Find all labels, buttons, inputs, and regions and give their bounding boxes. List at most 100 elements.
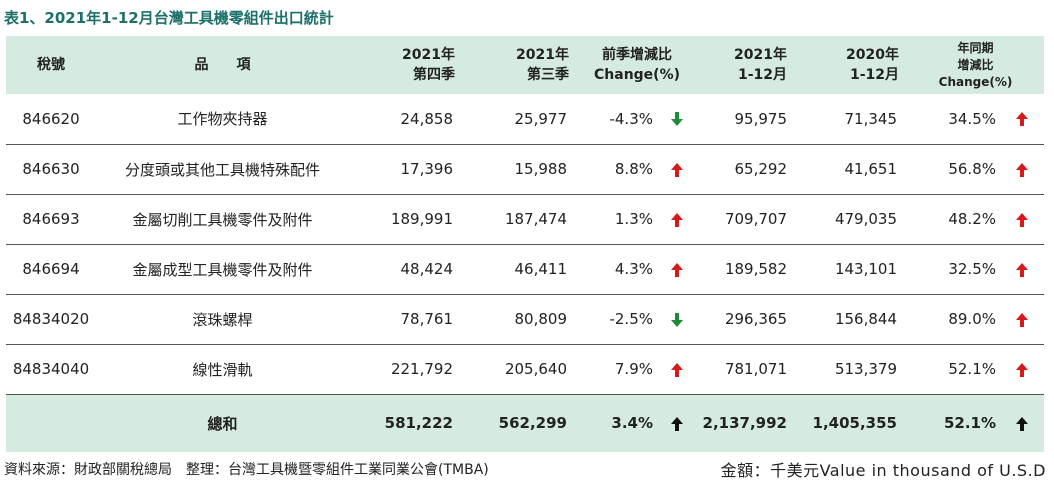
yoy-arrow-cell bbox=[1000, 294, 1044, 344]
table-row: 846694 金屬成型工具機零件及附件 48,424 46,411 4.3% 189,58… bbox=[6, 244, 1044, 294]
header-q4-2021: 2021年 第四季 bbox=[402, 47, 455, 83]
q3-value-cell: 205,640 bbox=[504, 360, 567, 378]
year-2020-value-cell: 41,651 bbox=[844, 160, 898, 178]
q3-value-cell: 187,474 bbox=[504, 210, 567, 228]
yoy-arrow-cell bbox=[1000, 144, 1044, 194]
q4-value-cell: 24,858 bbox=[400, 109, 454, 128]
source-note: 資料來源：財政部關稅總局 整理：台灣工具機暨零組件工業同業公會(TMBA) bbox=[4, 462, 489, 478]
header-code: 稅號 bbox=[37, 57, 65, 73]
yoy-arrow-cell bbox=[1000, 94, 1044, 144]
total-2021-cell: 2,137,992 bbox=[702, 414, 787, 433]
table-title: 表1、2021年1-12月台灣工具機零組件出口統計 bbox=[4, 9, 334, 27]
year-2020-value-cell: 143,101 bbox=[834, 260, 897, 278]
year-2020-value-cell: 513,379 bbox=[834, 360, 897, 378]
yoy-arrow-cell bbox=[1000, 244, 1044, 294]
table-row: 846693 金屬切削工具機零件及附件 189,991 187,474 1.3% 709,… bbox=[6, 194, 1044, 244]
qoq-change-cell: 7.9% bbox=[614, 360, 653, 378]
year-2021-value-cell: 189,582 bbox=[724, 260, 787, 278]
year-2021-value-cell: 781,071 bbox=[724, 360, 787, 378]
total-label-cell: 總和 bbox=[207, 414, 238, 433]
yoy-change-cell: 48.2% bbox=[948, 210, 996, 228]
total-yoy-cell: 52.1% bbox=[943, 414, 996, 433]
year-2021-value-cell: 709,707 bbox=[724, 210, 787, 228]
total-q4-cell: 581,222 bbox=[384, 414, 453, 433]
tariff-code-cell: 84834040 bbox=[12, 360, 90, 378]
year-2021-value-cell: 65,292 bbox=[734, 160, 788, 178]
item-name-cell: 金屬成型工具機零件及附件 bbox=[132, 260, 313, 279]
qoq-arrow-cell bbox=[657, 94, 697, 144]
arrow-up-icon bbox=[671, 362, 683, 377]
header-yoy-change: 年同期 增減比 Change(%) bbox=[938, 40, 1013, 89]
total-row: 總和 581,222 562,299 3.4% 2,137,992 1,405,355 52… bbox=[6, 394, 1044, 452]
yoy-change-cell: 34.5% bbox=[948, 109, 996, 128]
qoq-change-cell: 8.8% bbox=[614, 160, 653, 178]
q4-value-cell: 221,792 bbox=[390, 360, 453, 378]
item-name-cell: 工作物夾持器 bbox=[177, 110, 268, 129]
yoy-change-cell: 89.0% bbox=[948, 310, 996, 328]
arrow-up-icon bbox=[1016, 416, 1028, 431]
q4-value-cell: 48,424 bbox=[400, 260, 454, 278]
year-2021-value-cell: 296,365 bbox=[724, 310, 787, 328]
arrow-up-icon bbox=[671, 416, 683, 431]
qoq-arrow-cell bbox=[657, 194, 697, 244]
header-qoq-change: 前季增減比 Change(%) bbox=[594, 47, 680, 83]
qoq-change-cell: 1.3% bbox=[614, 210, 653, 228]
q3-value-cell: 15,988 bbox=[514, 160, 568, 178]
q3-value-cell: 46,411 bbox=[514, 260, 568, 278]
arrow-up-icon bbox=[671, 212, 683, 227]
q4-value-cell: 17,396 bbox=[400, 160, 454, 178]
header-row: 稅號 品 項 2021年 第四季 2021年 第三季 前季增減比 Change(%) … bbox=[6, 36, 1044, 94]
header-q3-2021: 2021年 第三季 bbox=[516, 47, 569, 83]
year-2020-value-cell: 479,035 bbox=[834, 210, 897, 228]
arrow-up-icon bbox=[1016, 262, 1028, 277]
item-name-cell: 分度頭或其他工具機特殊配件 bbox=[124, 160, 320, 179]
table-row: 846620 工作物夾持器 24,858 25,977 -4.3% 95,975 71,34… bbox=[6, 94, 1044, 144]
qoq-change-cell: 4.3% bbox=[614, 260, 653, 278]
yoy-arrow-cell bbox=[1000, 194, 1044, 244]
year-2020-value-cell: 156,844 bbox=[834, 310, 897, 328]
q3-value-cell: 25,977 bbox=[514, 109, 568, 128]
header-2020-full-year: 2020年 1-12月 bbox=[846, 47, 899, 83]
arrow-up-icon bbox=[1016, 312, 1028, 327]
arrow-down-icon bbox=[671, 112, 683, 127]
table-row: 84834020 滾珠螺桿 78,761 80,809 -2.5% 296,365 156,… bbox=[6, 294, 1044, 344]
q4-value-cell: 189,991 bbox=[390, 210, 453, 228]
yoy-change-cell: 52.1% bbox=[948, 360, 996, 378]
year-2020-value-cell: 71,345 bbox=[844, 109, 898, 128]
item-name-cell: 線性滑軌 bbox=[192, 360, 253, 379]
qoq-change-cell: -2.5% bbox=[609, 310, 653, 328]
tariff-code-cell: 846694 bbox=[22, 260, 80, 278]
tariff-code-cell: 84834020 bbox=[12, 310, 90, 328]
arrow-up-icon bbox=[671, 262, 683, 277]
arrow-up-icon bbox=[671, 162, 683, 177]
tariff-code-cell: 846693 bbox=[22, 210, 80, 228]
year-2021-value-cell: 95,975 bbox=[734, 109, 788, 128]
arrow-down-icon bbox=[671, 312, 683, 327]
q3-value-cell: 80,809 bbox=[514, 310, 568, 328]
total-2020-cell: 1,405,355 bbox=[812, 414, 897, 433]
qoq-arrow-cell bbox=[657, 144, 697, 194]
yoy-change-cell: 56.8% bbox=[948, 160, 996, 178]
qoq-change-cell: -4.3% bbox=[609, 109, 653, 128]
total-qoq-arrow-cell bbox=[657, 394, 697, 452]
export-statistics-table: 稅號 品 項 2021年 第四季 2021年 第三季 前季增減比 Change(%) … bbox=[6, 36, 1044, 452]
arrow-up-icon bbox=[1016, 362, 1028, 377]
unit-note: 金額：千美元Value in thousand of U.S.D bbox=[720, 461, 1046, 480]
arrow-up-icon bbox=[1016, 212, 1028, 227]
header-item: 品 項 bbox=[194, 57, 251, 73]
tariff-code-cell: 846630 bbox=[22, 160, 80, 178]
item-name-cell: 滾珠螺桿 bbox=[192, 310, 253, 329]
table-row: 84834040 線性滑軌 221,792 205,640 7.9% 781,071 513… bbox=[6, 344, 1044, 394]
q4-value-cell: 78,761 bbox=[400, 310, 454, 328]
arrow-up-icon bbox=[1016, 112, 1028, 127]
qoq-arrow-cell bbox=[657, 244, 697, 294]
yoy-change-cell: 32.5% bbox=[948, 260, 996, 278]
total-yoy-arrow-cell bbox=[1000, 394, 1044, 452]
tariff-code-cell: 846620 bbox=[22, 109, 80, 128]
table-row: 846630 分度頭或其他工具機特殊配件 17,396 15,988 8.8% 65,29… bbox=[6, 144, 1044, 194]
qoq-arrow-cell bbox=[657, 344, 697, 394]
total-q3-cell: 562,299 bbox=[498, 414, 567, 433]
total-qoq-cell: 3.4% bbox=[611, 414, 653, 433]
arrow-up-icon bbox=[1016, 162, 1028, 177]
qoq-arrow-cell bbox=[657, 294, 697, 344]
